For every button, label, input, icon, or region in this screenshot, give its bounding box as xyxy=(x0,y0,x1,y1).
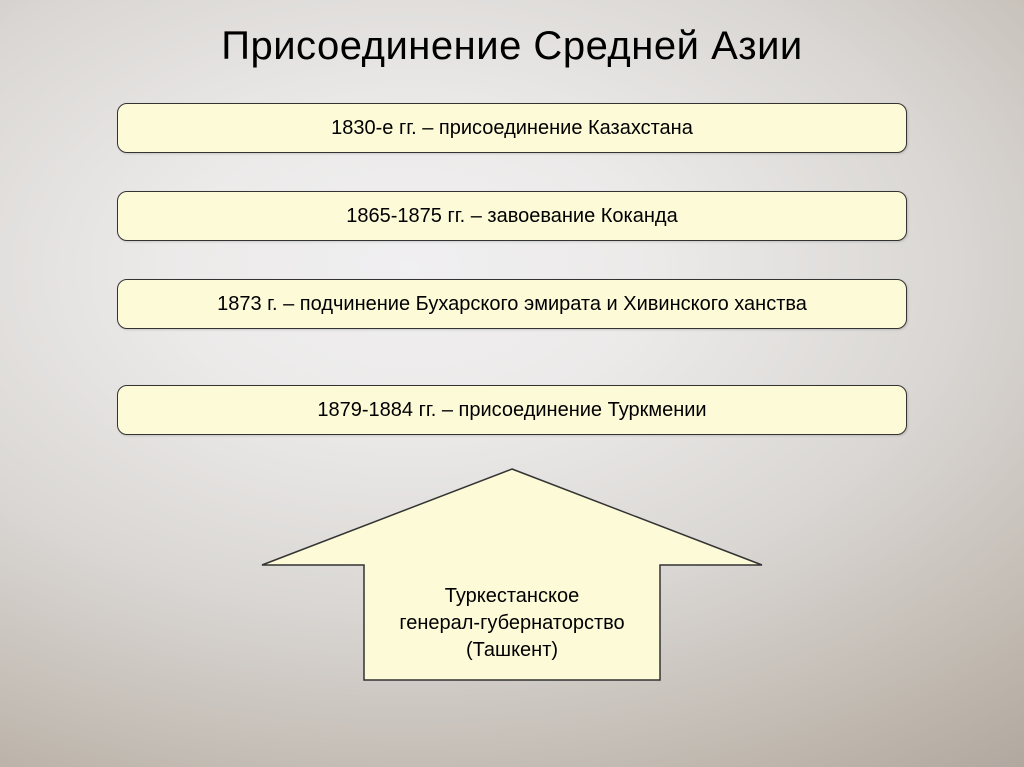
arrow-line-1: Туркестанское xyxy=(445,585,579,607)
arrow-label: Туркестанское генерал-губернаторство (Та… xyxy=(252,583,772,664)
event-box: 1830-е гг. – присоединение Казахстана xyxy=(117,103,907,153)
result-arrow: Туркестанское генерал-губернаторство (Та… xyxy=(252,465,772,705)
page-title: Присоединение Средней Азии xyxy=(221,24,803,69)
event-box: 1865-1875 гг. – завоевание Коканда xyxy=(117,191,907,241)
arrow-line-2: генерал-губернаторство xyxy=(399,612,624,634)
event-box: 1873 г. – подчинение Бухарского эмирата … xyxy=(117,279,907,329)
events-list: 1830-е гг. – присоединение Казахстана 186… xyxy=(117,97,907,435)
event-box: 1879-1884 гг. – присоединение Туркмении xyxy=(117,385,907,435)
arrow-line-3: (Ташкент) xyxy=(466,639,558,661)
